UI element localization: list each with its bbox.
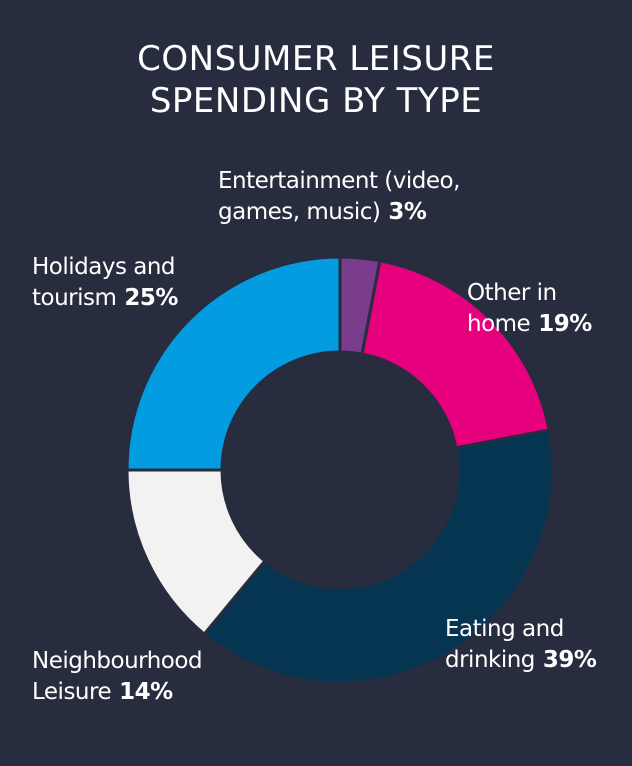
slice-label-other-in-home-line-2: home: [467, 311, 531, 337]
donut-slice-holidays-tourism: [125, 255, 342, 472]
slice-value-holidays-tourism: 25%: [124, 285, 178, 311]
slice-value-neighbourhood-leisure: 14%: [119, 679, 173, 705]
slice-label-neighbourhood-leisure-line-1: Neighbourhood: [32, 648, 203, 674]
slice-label-holidays-tourism: Holidays and tourism 25%: [32, 252, 178, 314]
slice-label-holidays-tourism-line-1: Holidays and: [32, 254, 176, 280]
slice-label-neighbourhood-leisure-line-2: Leisure: [32, 679, 112, 705]
slice-value-entertainment: 3%: [388, 199, 427, 225]
slice-label-neighbourhood-leisure: Neighbourhood Leisure 14%: [32, 646, 203, 708]
slice-label-other-in-home: Other in home 19%: [467, 278, 592, 340]
donut-slice-other-in-home: [360, 259, 551, 450]
slice-label-eating-drinking-line-2: drinking: [445, 647, 535, 673]
slice-value-other-in-home: 19%: [538, 311, 592, 337]
slice-label-other-in-home-line-1: Other in: [467, 280, 557, 306]
slice-label-eating-drinking-line-1: Eating and: [445, 616, 564, 642]
donut-slice-eating-drinking: [202, 428, 555, 685]
chart-title: CONSUMER LEISURE SPENDING BY TYPE: [0, 38, 632, 122]
slice-label-entertainment-line-2: games, music): [218, 199, 381, 225]
slice-value-eating-drinking: 39%: [542, 647, 597, 673]
slice-label-eating-drinking: Eating and drinking 39%: [445, 614, 597, 676]
chart-title-line-1: CONSUMER LEISURE: [137, 39, 495, 79]
chart-title-line-2: SPENDING BY TYPE: [149, 81, 483, 121]
slice-label-holidays-tourism-line-2: tourism: [32, 285, 117, 311]
slice-label-entertainment: Entertainment (video, games, music) 3%: [218, 166, 460, 228]
slice-label-entertainment-line-1: Entertainment (video,: [218, 168, 460, 194]
